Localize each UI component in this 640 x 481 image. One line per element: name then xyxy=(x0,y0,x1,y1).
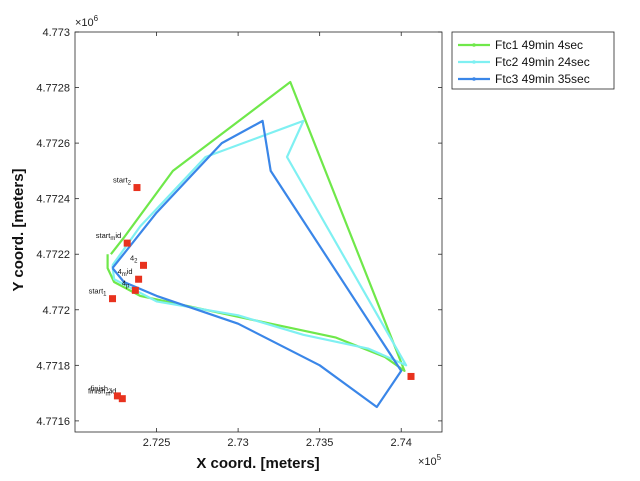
x-multiplier: ×105 xyxy=(418,453,442,468)
tick-layer: 2.725 2.73 2.735 2.74 4.7716 4.7718 4.772 4.772… xyxy=(36,27,442,449)
y-tick-label: 4.772 xyxy=(42,305,70,317)
waypoint-label: finishmid xyxy=(88,387,116,398)
x-tick-label: 2.73 xyxy=(227,437,248,449)
waypoint-marker xyxy=(113,392,121,400)
y-tick-label: 4.7728 xyxy=(36,83,70,95)
x-axis-label: X coord. [meters] xyxy=(196,455,319,472)
waypoint-label: 42 xyxy=(130,253,138,264)
x-tick-label: 2.725 xyxy=(143,437,171,449)
waypoint-marker xyxy=(118,395,126,403)
series-layer xyxy=(106,80,408,409)
waypoint-label: 4mid xyxy=(118,267,133,278)
y-axis-label: Y coord. [meters] xyxy=(10,168,27,291)
legend-label-1: Ftc1 49min 4sec xyxy=(495,38,583,52)
legend: Ftc1 49min 4sec Ftc2 49min 24sec Ftc3 49mi… xyxy=(451,31,615,90)
waypoint-marker xyxy=(140,261,148,269)
legend-dot-3 xyxy=(472,77,476,81)
y-multiplier: ×106 xyxy=(75,14,99,29)
y-tick-label: 4.7716 xyxy=(36,416,70,428)
waypoint-label: start1 xyxy=(89,287,108,298)
y-tick-label: 4.7722 xyxy=(36,249,70,261)
y-tick-label: 4.7726 xyxy=(36,138,70,150)
series-line-2 xyxy=(111,119,408,367)
waypoint-marker xyxy=(123,239,131,247)
axes-box xyxy=(74,31,443,433)
waypoint-marker xyxy=(135,275,143,283)
waypoint-label: finish2 xyxy=(91,384,113,395)
y-tick-label: 4.773 xyxy=(42,27,70,39)
waypoint-marker xyxy=(109,295,117,303)
waypoint-marker xyxy=(407,372,415,380)
waypoint-marker xyxy=(131,286,139,294)
x-tick-label: 2.735 xyxy=(306,437,334,449)
waypoint-label: startmid xyxy=(96,231,121,242)
series-line-3 xyxy=(111,119,403,409)
x-tick-label: 2.74 xyxy=(391,437,412,449)
y-tick-label: 4.7724 xyxy=(36,194,70,206)
legend-label-2: Ftc2 49min 24sec xyxy=(495,55,590,69)
y-tick-label: 4.7718 xyxy=(36,360,70,372)
waypoint-label: start2 xyxy=(113,176,132,187)
legend-dot-1 xyxy=(472,43,476,47)
legend-dot-2 xyxy=(472,60,476,64)
waypoint-label: 4p xyxy=(122,278,130,289)
legend-label-3: Ftc3 49min 35sec xyxy=(495,72,590,86)
waypoint-marker xyxy=(133,184,141,192)
